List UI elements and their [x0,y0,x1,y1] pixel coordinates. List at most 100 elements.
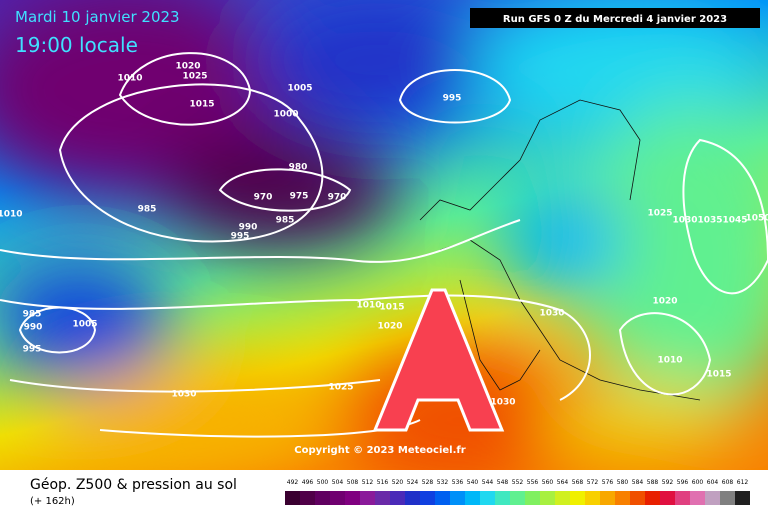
copyright: Copyright © 2023 Meteociel.fr [294,445,465,456]
scale-label: 592 [662,479,674,486]
scale-swatch [675,491,690,505]
scale-label: 580 [617,479,629,486]
scale-label: 572 [587,479,599,486]
date: Mardi 10 janvier 2023 [15,8,180,26]
scale-label: 512 [362,479,374,486]
isobar-label: 1025 [328,383,353,393]
scale-label: 560 [542,479,554,486]
isobar-label: 970 [328,193,347,203]
isobar-label: 1010 [0,210,23,220]
isobar-label: 1035 [697,216,722,226]
isobar-label: 1020 [377,322,402,332]
color-scale: 492 496 500 504 508 512 516 520 524 528 532 536 540 5… [285,479,750,505]
anticyclone-shape [372,288,505,432]
scale-swatch [525,491,540,505]
scale-label: 544 [482,479,494,486]
isobar-label: 1005 [72,320,97,330]
scale-label: 528 [422,479,434,486]
isobar-label: 985 [138,205,157,215]
scale-label: 584 [632,479,644,486]
isobar-label: 1030 [672,216,697,226]
scale-label: 524 [407,479,419,486]
isobar-label: 1010 [657,356,682,366]
scale-swatch [435,491,450,505]
scale-swatch [615,491,630,505]
scale-label: 568 [572,479,584,486]
scale-label: 516 [377,479,389,486]
run: Run GFS 0 Z du Mercredi 4 janvier 2023 [503,14,727,25]
scale-label: 508 [347,479,359,486]
scale-swatch [330,491,345,505]
run-box [470,8,760,28]
coastlines [419,99,701,401]
isobar-label: 1045 [722,216,747,226]
scale-swatch [690,491,705,505]
scale-swatch [600,491,615,505]
isobar-label: 1010 [117,74,142,84]
scale-swatch [390,491,405,505]
isobar-label: 1030 [490,398,515,408]
scale-label: 612 [737,479,749,486]
isobar-label: 1010 [356,301,381,311]
scale-swatch [375,491,390,505]
scale-swatch [345,491,360,505]
scale-swatch [705,491,720,505]
isobar-label: 1050 [745,214,768,224]
scale-swatch [555,491,570,505]
footer-title: Géop. Z500 & pression au sol [30,477,237,493]
isobar-label: 1020 [175,62,200,72]
isobar-label: 985 [276,216,295,226]
scale-label: 556 [527,479,539,486]
scale-swatch [300,491,315,505]
isobar-label: 995 [231,232,250,242]
scale-label: 588 [647,479,659,486]
isobar-label: 975 [290,192,309,202]
scale-swatch [285,491,300,505]
scale-swatch [405,491,420,505]
scale-swatch [540,491,555,505]
scale-label: 532 [437,479,449,486]
isobar-label: 1020 [652,297,677,307]
scale-swatch [315,491,330,505]
scale-label: 536 [452,479,464,486]
scale-swatch [450,491,465,505]
isobar-label: 1025 [182,72,207,82]
scale-swatch [735,491,750,505]
isobar-label: 995 [443,94,462,104]
scale-label: 520 [392,479,404,486]
scale-label: 552 [512,479,524,486]
scale-swatch [630,491,645,505]
scale-label: 596 [677,479,689,486]
scale-label: 504 [332,479,344,486]
scale-swatch [420,491,435,505]
isobar-label: 1015 [379,303,404,313]
isobar-label: 1025 [647,209,672,219]
scale-label: 600 [692,479,704,486]
isobar-label: 1015 [189,100,214,110]
scale-label: 576 [602,479,614,486]
isobars [0,52,768,438]
isobar-label: 980 [289,163,308,173]
scale-swatch [570,491,585,505]
scale-label: 608 [722,479,734,486]
isobar-label: 1030 [171,390,196,400]
scale-swatch [720,491,735,505]
scale-label: 540 [467,479,479,486]
scale-swatch [660,491,675,505]
scale-label: 492 [287,479,299,486]
scale-label: 496 [302,479,314,486]
scale-swatch [510,491,525,505]
scale-label: 604 [707,479,719,486]
isobar-label: 1030 [539,309,564,319]
isobar-label: 990 [239,223,258,233]
isobar-label: 1005 [287,84,312,94]
scale-label: 500 [317,479,329,486]
isobar-label: 990 [24,323,43,333]
scale-swatch [480,491,495,505]
scale-swatch [465,491,480,505]
isobar-label: 1015 [706,370,731,380]
isobar-label: 970 [254,193,273,203]
isobar-label: 995 [23,345,42,355]
